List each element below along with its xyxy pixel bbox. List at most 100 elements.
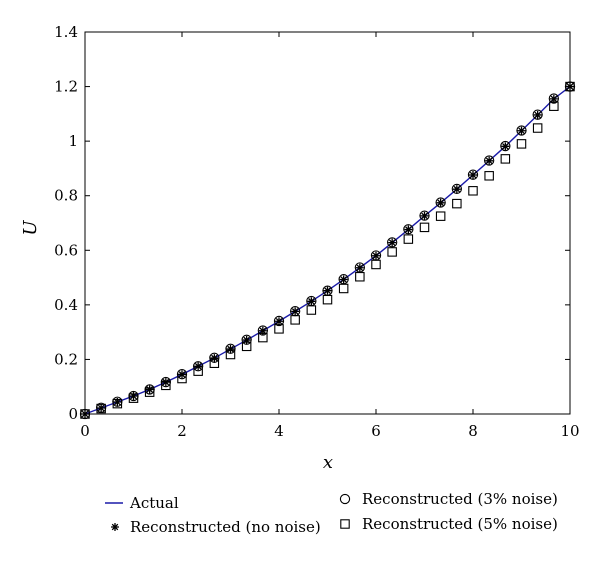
legend-label: Reconstructed (3% noise) bbox=[362, 490, 558, 508]
data-point-square bbox=[128, 393, 139, 403]
data-point-circle bbox=[451, 183, 462, 195]
data-point-square bbox=[193, 366, 203, 376]
y-axis-label: U bbox=[20, 220, 41, 236]
data-point-star bbox=[113, 397, 122, 406]
series-1 bbox=[81, 82, 574, 418]
x-tick-label: 4 bbox=[274, 422, 284, 440]
data-point-square bbox=[322, 294, 333, 305]
data-point-square bbox=[355, 272, 365, 282]
y-tick-label: 1 bbox=[68, 132, 78, 150]
data-point-square bbox=[241, 341, 252, 352]
data-point-square bbox=[225, 349, 236, 360]
data-point-star bbox=[307, 297, 316, 306]
data-point-star bbox=[420, 211, 429, 220]
data-point-star bbox=[291, 307, 300, 316]
data-point-circle bbox=[193, 361, 204, 372]
y-tick-label: 0.2 bbox=[54, 350, 78, 368]
legend-item: Reconstructed (no noise) bbox=[111, 518, 321, 536]
data-point-circle bbox=[532, 109, 543, 120]
data-point-star bbox=[258, 326, 267, 335]
y-tick-label: 0 bbox=[68, 405, 78, 423]
axes: 0 2 4 6 8 10 0 0.2 0.4 0.6 0.8 1 1.2 1.4 bbox=[54, 23, 579, 440]
series-2 bbox=[79, 81, 576, 420]
y-tick-label: 1.4 bbox=[54, 23, 78, 41]
data-point-square bbox=[452, 198, 462, 209]
data-point-square bbox=[112, 398, 123, 409]
legend-marker-star bbox=[111, 523, 119, 531]
data-point-square bbox=[532, 123, 543, 133]
legend: Actual Reconstructed (no noise) Reconstruc… bbox=[105, 490, 558, 536]
data-point-square bbox=[274, 324, 284, 334]
data-point-square bbox=[338, 283, 349, 294]
data-point-star bbox=[533, 110, 542, 119]
data-point-square bbox=[306, 305, 317, 315]
data-point-square bbox=[403, 234, 414, 244]
data-point-square bbox=[387, 247, 397, 257]
x-tick-label: 2 bbox=[177, 422, 187, 440]
legend-item: Reconstructed (3% noise) bbox=[339, 490, 558, 508]
data-point-square bbox=[419, 222, 430, 233]
x-tick-label: 10 bbox=[560, 422, 579, 440]
legend-marker-square bbox=[340, 519, 350, 529]
data-point-square bbox=[500, 154, 511, 164]
data-point-star bbox=[485, 156, 494, 165]
data-point-star bbox=[161, 378, 170, 387]
data-point-circle bbox=[403, 224, 414, 235]
data-point-star bbox=[145, 385, 154, 394]
data-point-star bbox=[452, 185, 461, 194]
data-point-circle bbox=[209, 352, 220, 363]
data-point-star bbox=[226, 345, 235, 354]
legend-label: Actual bbox=[129, 494, 179, 512]
data-point-square bbox=[96, 403, 106, 414]
plot-frame bbox=[84, 31, 571, 415]
data-point-star bbox=[404, 225, 413, 234]
data-point-square bbox=[516, 139, 527, 149]
data-point-star bbox=[436, 198, 445, 207]
x-axis-label: x bbox=[323, 452, 333, 473]
data-point-star bbox=[501, 142, 510, 151]
data-point-circle bbox=[548, 93, 559, 104]
data-point-square bbox=[209, 358, 220, 368]
data-point-star bbox=[242, 336, 251, 345]
data-point-circle bbox=[484, 155, 495, 166]
data-point-star bbox=[339, 275, 348, 284]
legend-label: Reconstructed (no noise) bbox=[130, 518, 321, 536]
data-point-square bbox=[371, 259, 381, 270]
data-point-circle bbox=[500, 140, 511, 152]
data-point-star bbox=[549, 94, 558, 103]
data-point-star bbox=[275, 317, 283, 326]
data-point-circle bbox=[241, 334, 252, 345]
x-tick-label: 8 bbox=[468, 422, 478, 440]
data-point-star bbox=[129, 391, 138, 400]
series-3 bbox=[80, 81, 575, 419]
data-point-circle bbox=[225, 343, 236, 354]
series-line-actual bbox=[84, 86, 571, 415]
x-tick-label: 6 bbox=[371, 422, 381, 440]
data-point-star bbox=[469, 170, 477, 179]
data-point-star bbox=[388, 238, 397, 247]
legend-label: Reconstructed (5% noise) bbox=[362, 515, 558, 533]
data-point-square bbox=[484, 171, 494, 181]
data-point-square bbox=[144, 387, 155, 397]
data-point-circle bbox=[273, 315, 285, 327]
data-point-square bbox=[177, 373, 187, 384]
data-point-square bbox=[435, 211, 446, 221]
data-point-star bbox=[517, 126, 526, 135]
data-point-square bbox=[468, 186, 478, 196]
series-0 bbox=[84, 86, 571, 415]
data-point-circle bbox=[516, 125, 527, 136]
data-point-star bbox=[355, 263, 364, 272]
data-point-square bbox=[290, 315, 300, 325]
legend-marker-circle bbox=[339, 493, 351, 505]
legend-item: Actual bbox=[105, 494, 179, 512]
data-point-circle bbox=[435, 197, 446, 208]
data-point-star bbox=[97, 403, 106, 412]
data-point-star bbox=[372, 251, 380, 260]
legend-item: Reconstructed (5% noise) bbox=[340, 515, 558, 533]
data-point-circle bbox=[419, 210, 430, 221]
data-point-star bbox=[210, 354, 219, 363]
plot-area bbox=[79, 81, 576, 420]
data-point-circle bbox=[387, 237, 398, 248]
y-tick-label: 0.6 bbox=[54, 241, 78, 259]
